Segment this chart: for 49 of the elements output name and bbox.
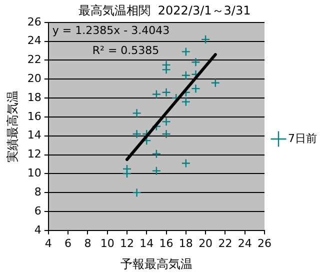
x-tick-label: 24 <box>238 236 252 250</box>
chart-title: 最高気温相関 2022/3/1～3/31 <box>78 3 251 18</box>
x-tick-label: 26 <box>258 236 272 250</box>
point <box>181 70 191 80</box>
point <box>181 97 191 106</box>
y-tick-label: 10 <box>27 166 42 180</box>
y-tick-label: 26 <box>27 15 42 28</box>
point <box>122 169 132 178</box>
y-tick-label: 4 <box>34 223 42 236</box>
point <box>152 166 162 176</box>
y-tick-label: 24 <box>27 34 42 48</box>
x-tick-label: 18 <box>178 236 193 250</box>
x-tick-label: 10 <box>100 236 114 250</box>
y-tick-label: 18 <box>27 90 42 104</box>
y-tick-label: 16 <box>27 110 42 123</box>
legend-label: 7日前 <box>288 132 317 145</box>
point <box>152 149 162 158</box>
point <box>162 65 171 74</box>
y-axis-title: 実績最高気温 <box>5 90 20 162</box>
point <box>191 84 200 94</box>
point <box>152 90 162 99</box>
point <box>132 108 142 118</box>
x-tick-label: 8 <box>84 236 92 250</box>
x-tick-label: 6 <box>64 236 72 250</box>
y-tick-label: 22 <box>27 53 42 66</box>
point <box>162 117 171 126</box>
point <box>162 88 171 97</box>
point <box>181 158 191 168</box>
point <box>191 58 200 67</box>
point <box>181 47 191 56</box>
point <box>210 78 220 88</box>
y-tick-label: 8 <box>34 185 42 198</box>
y-tick-label: 6 <box>34 204 42 218</box>
point <box>132 188 142 198</box>
point <box>162 129 171 139</box>
x-tick-label: 14 <box>140 236 154 250</box>
x-tick-label: 4 <box>44 236 52 250</box>
x-tick-label: 12 <box>120 236 134 250</box>
x-tick-label: 20 <box>198 236 213 250</box>
y-tick-label: 20 <box>27 72 42 85</box>
point <box>200 34 210 44</box>
annotation: R² = 0.5385 <box>92 44 160 57</box>
y-tick-label: 12 <box>27 148 42 161</box>
x-tick-label: 22 <box>218 236 232 250</box>
y-tick-label: 14 <box>27 128 42 142</box>
x-axis-title: 予報最高気温 <box>120 256 192 271</box>
point <box>132 129 142 139</box>
x-tick-label: 16 <box>159 236 174 250</box>
annotation: y = 1.2385x - 3.4043 <box>52 24 170 37</box>
